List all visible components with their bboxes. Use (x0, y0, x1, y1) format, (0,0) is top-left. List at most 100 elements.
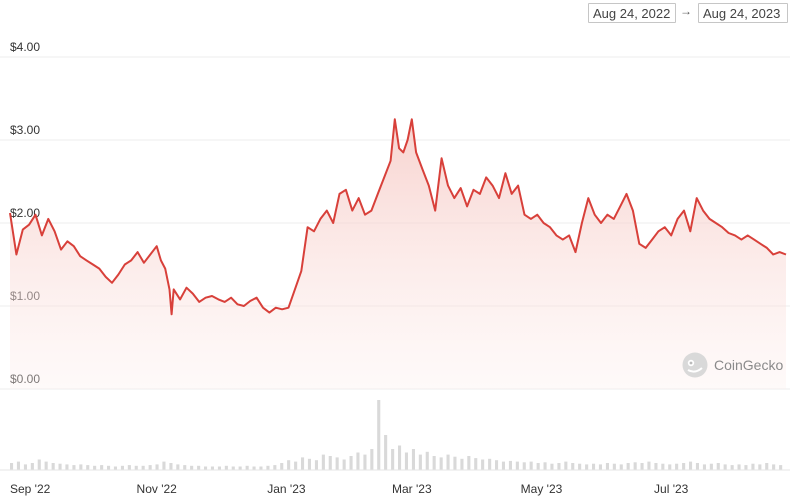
volume-bar (10, 463, 14, 470)
volume-bar (16, 461, 20, 470)
volume-bar (384, 435, 388, 470)
volume-bar (612, 463, 616, 470)
volume-bar (245, 465, 249, 470)
volume-bar (93, 465, 97, 470)
volume-bar (224, 465, 228, 470)
volume-bar (772, 464, 776, 470)
volume-bar (30, 463, 34, 470)
volume-bar (605, 463, 609, 470)
volume-bar (37, 459, 41, 470)
volume-bar (640, 463, 644, 470)
volume-bar (321, 454, 325, 470)
volume-bar (460, 458, 464, 470)
volume-bar (148, 465, 152, 470)
volume-bar (79, 464, 83, 470)
volume-bar (280, 463, 284, 470)
volume-bar (231, 466, 235, 470)
volume-bar (259, 466, 263, 470)
volume-bar (252, 466, 256, 470)
y-tick-label: $3.00 (10, 123, 40, 137)
volume-bar (217, 466, 221, 470)
volume-bar (633, 462, 637, 470)
volume-bar (682, 463, 686, 470)
volume-bar (543, 462, 547, 470)
volume-bar (51, 463, 55, 470)
x-axis-ticks: Sep '22 Nov '22 Jan '23 Mar '23 May '23 Jul '… (10, 482, 689, 496)
volume-bar (190, 465, 194, 470)
volume-bar (294, 461, 298, 470)
volume-bar (744, 465, 748, 470)
price-area-fill (10, 119, 786, 390)
volume-bar (363, 454, 367, 470)
volume-bar (598, 464, 602, 470)
volume-bar (474, 458, 478, 470)
volume-bar (758, 464, 762, 470)
volume-bar (58, 463, 62, 470)
volume-bar (571, 463, 575, 470)
volume-bar (72, 465, 76, 470)
volume-bar (619, 464, 623, 470)
volume-bar (120, 465, 124, 470)
date-range-start-input[interactable]: Aug 24, 2022 (588, 3, 676, 23)
volume-bar (446, 454, 450, 470)
volume-bar (398, 445, 402, 470)
volume-bar (592, 463, 596, 470)
volume-bar (536, 463, 540, 470)
volume-bar (314, 460, 318, 470)
volume-bar (515, 461, 519, 470)
volume-bar (377, 400, 381, 470)
volume-bar (107, 465, 111, 470)
x-tick-label: Sep '22 (10, 482, 51, 496)
coingecko-watermark: CoinGecko (682, 352, 783, 378)
volume-bar (467, 456, 471, 470)
volume-bar (23, 464, 27, 470)
volume-bar (529, 461, 533, 470)
volume-bar (370, 449, 374, 470)
volume-bars (0, 400, 790, 471)
volume-bar (183, 465, 187, 470)
volume-bar (626, 463, 630, 470)
volume-bar (411, 449, 415, 470)
volume-bar (100, 465, 104, 470)
volume-bar (141, 465, 145, 470)
volume-bar (134, 465, 138, 470)
volume-bar (349, 456, 353, 470)
volume-bar (176, 464, 180, 470)
volume-bar (335, 457, 339, 470)
date-range-arrow-icon: → (680, 4, 692, 18)
price-line (9, 118, 787, 316)
volume-bar (453, 456, 457, 470)
volume-bar (238, 466, 242, 470)
volume-bar (404, 452, 408, 470)
volume-bar (210, 466, 214, 470)
volume-bar (654, 463, 658, 470)
volume-bar (709, 463, 713, 470)
volume-bar (273, 465, 277, 470)
volume-bar (301, 457, 305, 470)
volume-bar (342, 459, 346, 470)
x-tick-label: Nov '22 (137, 482, 178, 496)
volume-bar (307, 458, 311, 470)
volume-bar (155, 464, 159, 470)
date-range-end-input[interactable]: Aug 24, 2023 (698, 3, 788, 23)
volume-bar (162, 461, 166, 470)
volume-bar (689, 461, 693, 470)
volume-bar (65, 464, 69, 470)
volume-bar (488, 458, 492, 470)
x-tick-label: May '23 (521, 482, 563, 496)
gecko-logo-icon (682, 352, 708, 378)
volume-bar (127, 465, 131, 470)
volume-bar (86, 465, 90, 470)
volume-bar (647, 461, 651, 470)
volume-bar (169, 463, 173, 470)
volume-bar (723, 464, 727, 470)
volume-bar (508, 460, 512, 470)
volume-bar (356, 452, 360, 470)
volume-bar (44, 461, 48, 470)
volume-bar (522, 462, 526, 470)
y-tick-label: $4.00 (10, 40, 40, 54)
volume-bar (564, 461, 568, 470)
volume-bar (425, 451, 429, 470)
volume-bar (266, 465, 270, 470)
